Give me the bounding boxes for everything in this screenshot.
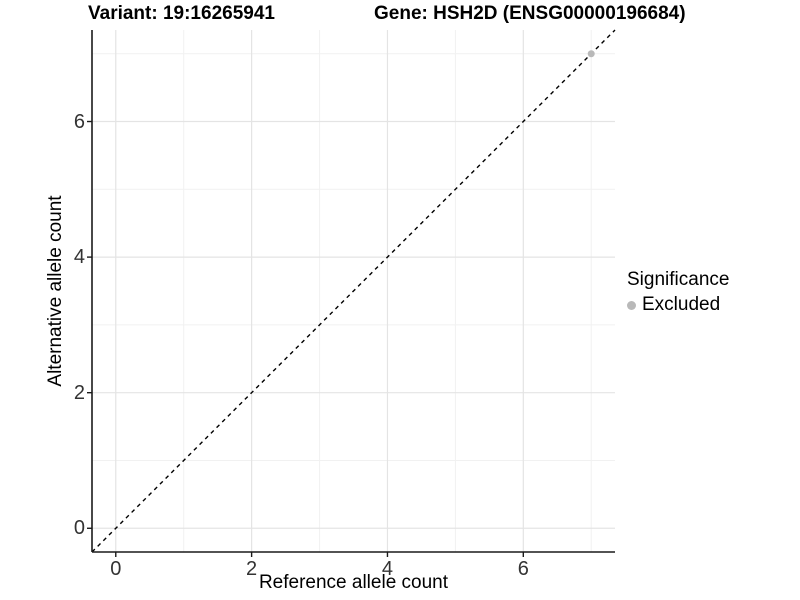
x-axis-label: Reference allele count [258, 572, 449, 593]
diagonal-reference-line [91, 29, 616, 553]
legend: Significance Excluded [627, 268, 729, 316]
legend-item: Excluded [627, 294, 729, 316]
y-tick-label: 6 [73, 110, 85, 133]
plot-title-gene: Gene: HSH2D (ENSG00000196684) [374, 3, 686, 24]
x-tick-label: 0 [110, 558, 122, 580]
y-axis-label: Alternative allele count [45, 195, 66, 387]
plot-title-variant: Variant: 19:16265941 [88, 3, 275, 24]
x-tick-label: 2 [246, 558, 258, 580]
y-tick-label: 4 [73, 246, 85, 269]
x-tick-label: 4 [381, 558, 394, 580]
y-tick-label: 2 [73, 381, 85, 404]
plot-canvas [87, 29, 616, 557]
x-tick-label: 6 [517, 558, 529, 580]
y-tick-label: 0 [73, 517, 85, 540]
legend-item-label: Excluded [642, 294, 721, 315]
legend-items: Excluded [627, 294, 729, 316]
data-point [587, 50, 595, 58]
plot-panel [87, 29, 616, 557]
legend-key-dot-icon [627, 300, 636, 310]
legend-title: Significance [627, 269, 730, 290]
